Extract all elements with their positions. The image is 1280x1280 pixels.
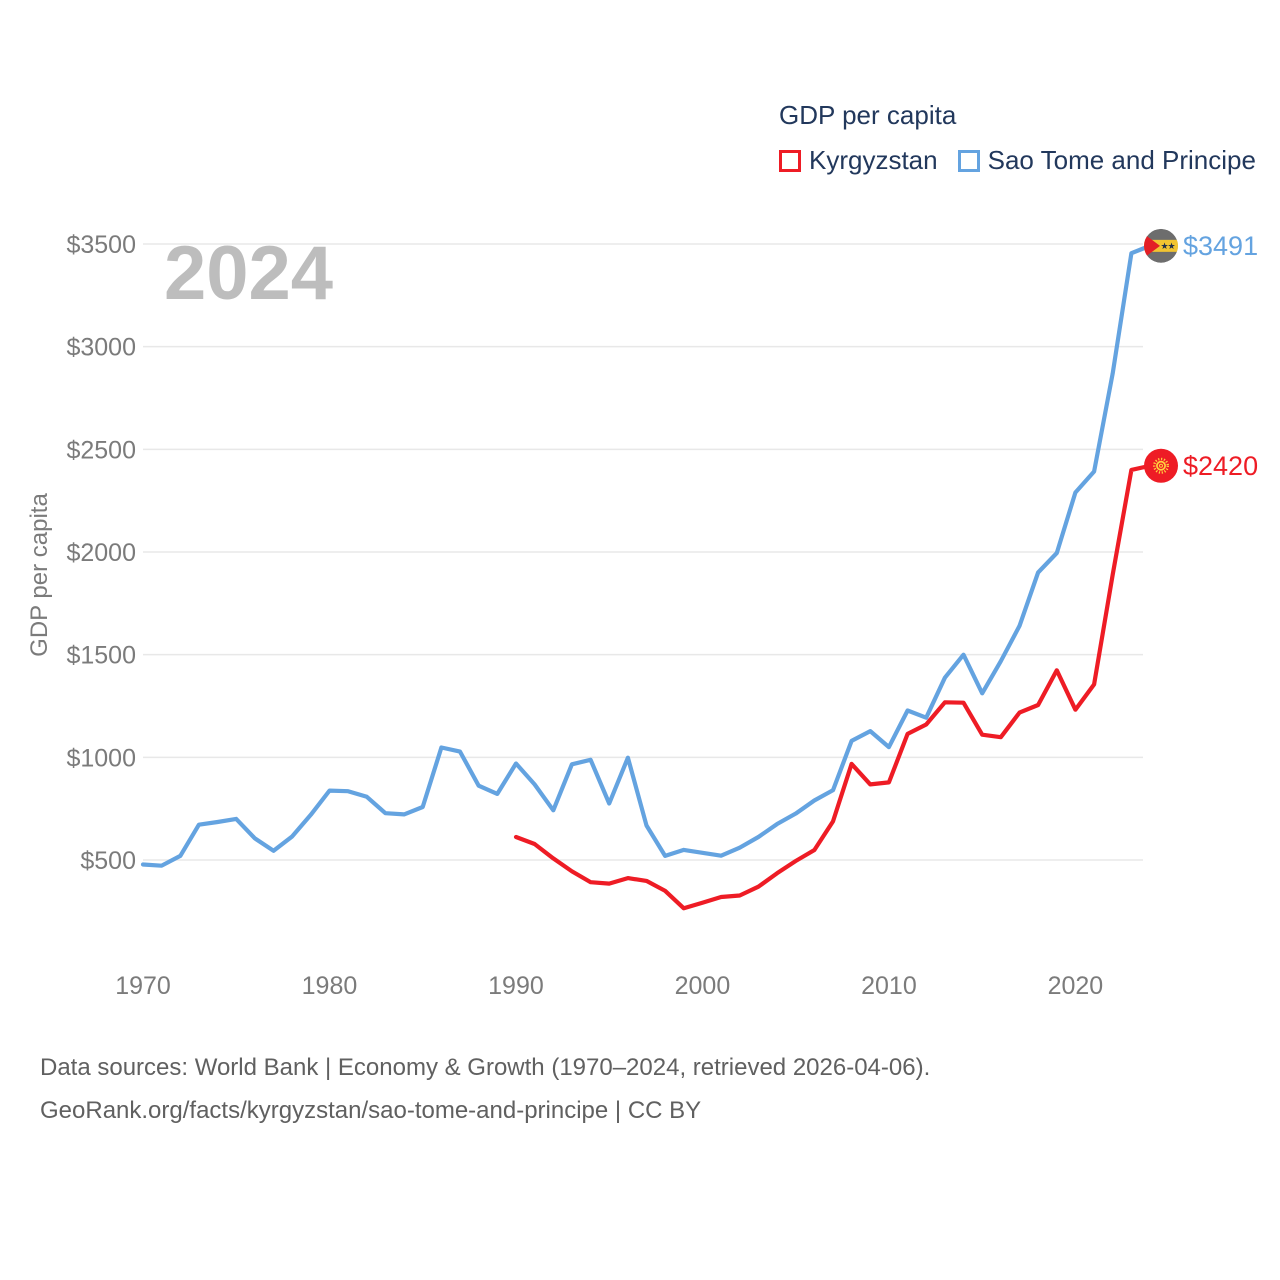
legend-label-kyrgyzstan: Kyrgyzstan xyxy=(809,145,938,175)
chart-legend: GDP per capita Kyrgyzstan Sao Tome and P… xyxy=(779,100,1256,176)
kyrgyzstan-flag-icon xyxy=(1144,448,1178,483)
legend-label-sao-tome: Sao Tome and Principe xyxy=(987,145,1256,175)
x-axis-tick-labels: 1970 1980 1990 2000 2010 2020 xyxy=(115,972,1103,1000)
y-axis-tick-labels: $500 $1000 $1500 $2000 $2500 $3000 $3500 xyxy=(66,231,136,875)
year-watermark: 2024 xyxy=(164,231,333,316)
legend-title: GDP per capita xyxy=(779,100,957,130)
svg-text:★: ★ xyxy=(1167,241,1175,251)
y-axis-title: GDP per capita xyxy=(26,493,53,657)
x-tick-label: 1970 xyxy=(115,972,171,1000)
x-tick-label: 1990 xyxy=(488,972,544,1000)
series-lines xyxy=(140,243,1153,911)
legend-item-kyrgyzstan[interactable]: Kyrgyzstan xyxy=(779,145,938,176)
sao-tome-flag-icon: ★★ xyxy=(1144,228,1178,263)
y-tick-label: $500 xyxy=(80,847,136,875)
y-tick-label: $3500 xyxy=(66,231,136,259)
x-tick-label: 2010 xyxy=(861,972,917,1000)
y-tick-label: $2000 xyxy=(66,539,136,567)
x-tick-label: 1980 xyxy=(302,972,358,1000)
kyrgyzstan-swatch-icon xyxy=(779,149,801,172)
legend-row: Kyrgyzstan Sao Tome and Principe xyxy=(779,145,1256,176)
sao-tome-swatch-icon xyxy=(957,149,980,172)
y-tick-label: $1000 xyxy=(66,744,136,772)
line-kyrgyzstan xyxy=(513,463,1153,911)
svg-text:★: ★ xyxy=(1160,241,1168,251)
data-sources-line: Data sources: World Bank | Economy & Gro… xyxy=(40,1054,931,1081)
x-tick-label: 2020 xyxy=(1048,972,1104,1000)
footer: Data sources: World Bank | Economy & Gro… xyxy=(40,1046,930,1132)
x-tick-label: 2000 xyxy=(675,972,731,1000)
end-value-label-sao-tome: $3491 xyxy=(1183,231,1258,261)
y-tick-label: $3000 xyxy=(66,334,136,362)
end-value-label-kyrgyzstan: $2420 xyxy=(1183,451,1258,481)
legend-item-sao-tome[interactable]: Sao Tome and Principe xyxy=(957,145,1256,176)
line-sao-tome-and-principe xyxy=(140,243,1153,868)
gridlines xyxy=(143,243,1143,861)
attribution-link-line[interactable]: GeoRank.org/facts/kyrgyzstan/sao-tome-an… xyxy=(40,1097,702,1124)
y-tick-label: $2500 xyxy=(66,436,136,464)
y-tick-label: $1500 xyxy=(66,642,136,670)
